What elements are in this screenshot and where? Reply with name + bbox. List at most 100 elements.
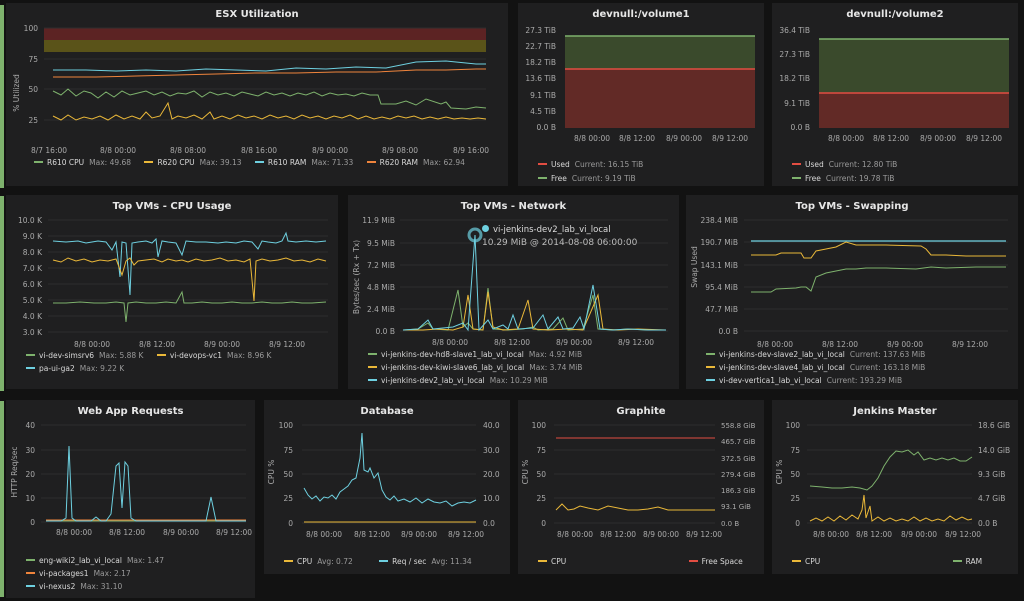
y2-tick: 4.7 GiB xyxy=(978,494,1005,503)
x-tick: 8/8 00:00 xyxy=(432,338,468,347)
y-axis-label: Bytes/sec (Rx + Tx) xyxy=(352,240,361,314)
legend-item[interactable]: vi-devops-vc1 Max: 8.96 K xyxy=(156,349,271,362)
x-tick: 8/9 12:00 xyxy=(945,530,981,539)
legend-item[interactable]: R610 RAM Max: 71.33 xyxy=(254,156,353,169)
y-tick: 95.4 MiB xyxy=(705,283,738,292)
legend-item[interactable]: vi-dev-vertica1_lab_vi_local Current: 193… xyxy=(706,374,925,387)
web-requests-graph[interactable]: HTTP Req/sec 40 30 20 10 0 8/8 00:00 8/8… xyxy=(6,400,255,540)
panel-web-app-requests[interactable]: Web App Requests HTTP Req/sec 40 30 20 1… xyxy=(6,400,255,598)
legend-item[interactable]: Used Current: 12.80 TiB xyxy=(792,158,897,172)
legend-label: R620 CPU xyxy=(157,158,195,167)
legend-item[interactable]: Used Current: 16.15 TiB xyxy=(538,158,643,172)
panel-title[interactable]: Web App Requests xyxy=(77,406,184,417)
panel-top-vms-swapping[interactable]: Top VMs - Swapping Swap Used 238.4 MiB 1… xyxy=(686,195,1018,389)
legend-item[interactable]: eng-wiki2_lab_vi_local Max: 1.47 xyxy=(26,554,164,567)
swapping-graph[interactable]: Swap Used 238.4 MiB 190.7 MiB 143.1 MiB … xyxy=(686,195,1018,355)
legend-stat: Avg: 11.34 xyxy=(431,557,472,566)
x-tick: 8/9 12:00 xyxy=(269,340,305,349)
legend-item[interactable]: CPU Avg: 0.72 xyxy=(284,555,353,568)
legend-item[interactable]: vi-jenkins-dev-slave2_lab_vi_local Curren… xyxy=(706,348,925,361)
legend-item[interactable]: R620 RAM Max: 62.94 xyxy=(366,156,465,169)
legend-item[interactable]: vi-jenkins-dev-kiwi-slave6_lab_vi_local M… xyxy=(368,361,582,374)
row-marker-3 xyxy=(0,401,4,597)
y2-tick: 0.0 B xyxy=(978,519,997,528)
panel-top-vms-network[interactable]: Top VMs - Network Bytes/sec (Rx + Tx) 11… xyxy=(348,195,679,389)
panel-title[interactable]: ESX Utilization xyxy=(215,9,299,20)
y-tick: 25 xyxy=(536,494,546,503)
legend-item[interactable]: Free Current: 9.19 TiB xyxy=(538,172,643,186)
legend-item[interactable]: vi-nexus2 Max: 31.10 xyxy=(26,580,164,593)
legend-item[interactable]: pa-ui-ga2 Max: 9.22 K xyxy=(26,362,124,375)
legend-item[interactable]: CPU xyxy=(792,555,820,568)
legend-swatch xyxy=(368,366,377,368)
legend-item[interactable]: vi-jenkins-dev-hd8-slave1_lab_vi_local Ma… xyxy=(368,348,582,361)
x-tick: 8/8 12:00 xyxy=(822,340,858,349)
grid xyxy=(807,424,972,524)
y2-tick: 18.6 GiB xyxy=(978,421,1010,430)
row-marker-2 xyxy=(0,196,4,391)
cpu-graph[interactable]: 10.0 K 9.0 K 8.0 K 7.0 K 6.0 K 5.0 K 4.0… xyxy=(6,195,338,355)
x-tick: 8/8 00:00 xyxy=(574,134,610,143)
panel-title[interactable]: Top VMs - Network xyxy=(460,201,567,212)
panel-title[interactable]: Top VMs - CPU Usage xyxy=(112,201,232,212)
panel-volume1[interactable]: devnull:/volume1 27.3 TiB 22.7 TiB 18.2 … xyxy=(518,3,764,186)
panel-top-vms-cpu[interactable]: Top VMs - CPU Usage 10.0 K 9.0 K 8.0 K 7… xyxy=(6,195,338,389)
y2-tick: 0.0 xyxy=(483,519,495,528)
panel-title[interactable]: Top VMs - Swapping xyxy=(795,201,909,212)
volume1-graph[interactable]: 27.3 TiB 22.7 TiB 18.2 TiB 13.6 TiB 9.1 … xyxy=(518,3,764,153)
panel-esx-utilization[interactable]: ESX Utilization % Utilized 100 75 50 25 … xyxy=(6,3,508,186)
y2-tick: 20.0 xyxy=(483,470,500,479)
database-graph[interactable]: CPU % 100 75 50 25 0 40.0 30.0 20.0 10.0… xyxy=(264,400,510,545)
panel-title[interactable]: Database xyxy=(360,406,414,417)
y-tick: 7.0 K xyxy=(23,264,43,273)
legend-item[interactable]: R610 CPU Max: 49.68 xyxy=(34,156,131,169)
x-tick: 8/9 12:00 xyxy=(966,134,1002,143)
y2-tick: 0.0 B xyxy=(721,520,739,528)
panel-title[interactable]: devnull:/volume2 xyxy=(846,9,944,20)
jenkins-graph[interactable]: CPU % 100 75 50 25 0 18.6 GiB 14.0 GiB 9… xyxy=(772,400,1018,545)
panel-title[interactable]: Graphite xyxy=(616,406,666,417)
legend-swatch xyxy=(706,379,715,381)
legend-label: vi-packages1 xyxy=(39,569,89,578)
y2-ticks: 40.0 30.0 20.0 10.0 0.0 xyxy=(483,421,500,528)
x-tick: 8/8 00:00 xyxy=(100,146,136,155)
legend-item[interactable]: Free Current: 19.78 TiB xyxy=(792,172,897,186)
critical-threshold-band xyxy=(44,28,486,40)
panel-database[interactable]: Database CPU % 100 75 50 25 0 40.0 30.0 … xyxy=(264,400,510,574)
legend-item[interactable]: vi-packages1 Max: 2.17 xyxy=(26,567,164,580)
legend-item[interactable]: vi-jenkins-dev-slave4_lab_vi_local Curren… xyxy=(706,361,925,374)
panel-jenkins-master[interactable]: Jenkins Master CPU % 100 75 50 25 0 18.6… xyxy=(772,400,1018,574)
y-tick: 9.1 TiB xyxy=(784,99,810,108)
legend-label: Free xyxy=(551,174,567,183)
y-tick: 6.0 K xyxy=(23,280,43,289)
legend-swatch xyxy=(156,354,166,356)
x-ticks: 8/8 00:00 8/8 12:00 8/9 00:00 8/9 12:00 xyxy=(306,530,484,539)
legend-item[interactable]: RAM xyxy=(952,555,982,568)
legend-swatch xyxy=(706,366,715,368)
graphite-graph[interactable]: CPU % 100 75 50 25 0 558.8 GiB 465.7 GiB… xyxy=(518,400,764,545)
legend-item[interactable]: R620 CPU Max: 39.13 xyxy=(144,156,242,169)
x-tick: 8/8 00:00 xyxy=(828,134,864,143)
legend-swatch xyxy=(26,585,35,587)
legend-item[interactable]: Free Space xyxy=(688,555,743,568)
volume2-graph[interactable]: 36.4 TiB 27.3 TiB 18.2 TiB 9.1 TiB 0.0 B… xyxy=(772,3,1018,153)
panel-volume2[interactable]: devnull:/volume2 36.4 TiB 27.3 TiB 18.2 … xyxy=(772,3,1018,186)
panel-title[interactable]: Jenkins Master xyxy=(853,406,937,417)
y2-tick: 10.0 xyxy=(483,494,500,503)
panel-graphite[interactable]: Graphite CPU % 100 75 50 25 0 558.8 GiB … xyxy=(518,400,764,574)
legend-item[interactable]: vi-dev-simsrv6 Max: 5.88 K xyxy=(26,349,143,362)
panel-title[interactable]: devnull:/volume1 xyxy=(592,9,690,20)
legend-stat: Max: 62.94 xyxy=(423,158,465,167)
x-ticks: 8/8 00:00 8/8 12:00 8/9 00:00 8/9 12:00 xyxy=(557,530,722,539)
legend: Used Current: 12.80 TiB Free Current: 19.7… xyxy=(792,158,897,186)
legend-item[interactable]: Req / sec Avg: 11.34 xyxy=(379,555,472,568)
y-tick: 4.0 K xyxy=(23,312,43,321)
legend-item[interactable]: CPU xyxy=(538,555,566,568)
esx-graph[interactable]: % Utilized 100 75 50 25 8/7 16:00 8/8 00… xyxy=(6,3,508,163)
legend-item[interactable]: vi-jenkins-dev2_lab_vi_local Max: 10.29 M… xyxy=(368,374,582,387)
series-cpu xyxy=(809,494,973,522)
y-tick: 0.0 B xyxy=(719,327,738,336)
network-graph[interactable]: Bytes/sec (Rx + Tx) 11.9 MiB 9.5 MiB 7.2… xyxy=(348,195,679,355)
x-ticks: 8/8 00:00 8/8 12:00 8/9 00:00 8/9 12:00 xyxy=(432,338,654,347)
x-tick: 8/9 08:00 xyxy=(382,146,418,155)
